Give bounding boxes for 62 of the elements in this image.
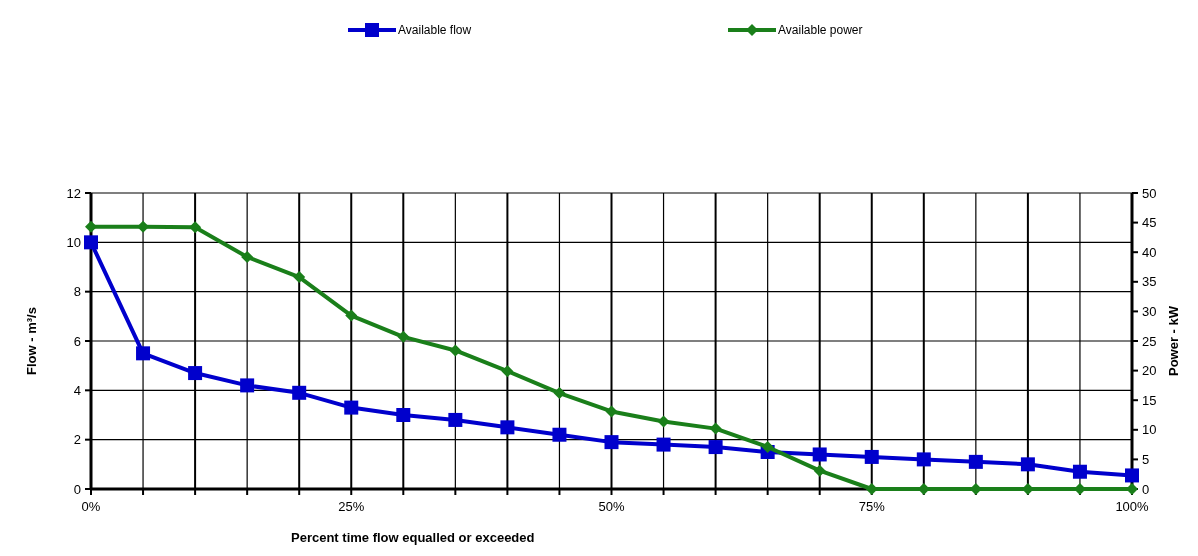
point — [501, 365, 514, 378]
point — [241, 250, 254, 263]
y-tick-label: 12 — [66, 185, 81, 201]
point — [761, 440, 774, 453]
point — [916, 452, 931, 467]
point — [656, 437, 671, 452]
point — [449, 344, 462, 357]
y-tick-label: 6 — [73, 333, 81, 349]
point — [968, 454, 983, 469]
y2-tick-label: 30 — [1142, 303, 1157, 319]
y2-tick-label: 20 — [1142, 363, 1157, 379]
y2-tick-label: 50 — [1142, 185, 1157, 201]
y2-tick-label: 35 — [1142, 274, 1157, 290]
y2-tick-label: 40 — [1142, 244, 1157, 260]
point — [1125, 468, 1139, 483]
y-tick-label: 4 — [73, 382, 81, 398]
point — [293, 271, 306, 284]
y2-tick-label: 25 — [1142, 333, 1157, 349]
point — [396, 408, 411, 422]
x-tick-label: 50% — [598, 499, 625, 514]
x-tick-label: 25% — [338, 499, 365, 514]
point — [448, 412, 463, 427]
x-tick-label: 75% — [858, 499, 886, 514]
point — [84, 235, 98, 250]
y-tick-label: 0 — [73, 481, 81, 497]
point — [1020, 457, 1035, 472]
point — [813, 464, 826, 477]
y2-tick-label: 10 — [1142, 422, 1157, 438]
legend-label: Available flow — [398, 23, 472, 38]
point — [240, 378, 255, 393]
point — [552, 427, 567, 442]
point — [709, 422, 722, 435]
point — [708, 440, 723, 455]
legend-label: Available power — [778, 23, 863, 38]
x-tick-label: 0% — [81, 499, 101, 514]
point — [292, 385, 307, 400]
point — [344, 400, 359, 415]
point — [605, 405, 618, 418]
y-tick-label: 8 — [73, 284, 81, 300]
y-tick-label: 2 — [73, 432, 81, 448]
point — [1072, 464, 1087, 479]
y2-axis-title: Power - kW — [1166, 305, 1181, 377]
y-axis-title: Flow - m³/s — [24, 307, 39, 375]
point — [864, 449, 879, 464]
x-axis-title: Percent time flow equalled or exceeded — [291, 530, 535, 545]
point — [397, 330, 410, 343]
y2-tick-label: 15 — [1142, 392, 1157, 408]
point — [500, 420, 515, 435]
y2-tick-label: 0 — [1142, 481, 1150, 497]
point — [136, 346, 151, 361]
point — [189, 221, 202, 234]
point — [188, 366, 203, 381]
point — [812, 447, 827, 462]
point — [553, 387, 566, 400]
point — [657, 415, 670, 428]
x-tick-label: 100% — [1115, 499, 1150, 514]
y2-tick-label: 5 — [1142, 451, 1150, 467]
point — [345, 309, 358, 322]
y2-tick-label: 45 — [1142, 215, 1157, 231]
point — [604, 435, 619, 450]
point — [85, 220, 97, 233]
y-tick-label: 10 — [66, 234, 81, 250]
